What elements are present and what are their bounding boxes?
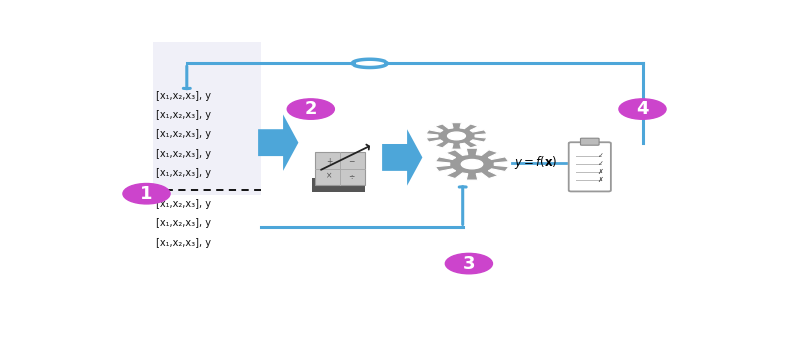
FancyBboxPatch shape xyxy=(315,153,365,185)
Text: [x₁,x₂,x₃], y: [x₁,x₂,x₃], y xyxy=(156,110,211,120)
FancyBboxPatch shape xyxy=(153,13,262,195)
Circle shape xyxy=(446,253,493,274)
Text: [x₁,x₂,x₃], y: [x₁,x₂,x₃], y xyxy=(156,168,211,178)
FancyBboxPatch shape xyxy=(312,178,365,192)
Circle shape xyxy=(619,99,666,119)
FancyBboxPatch shape xyxy=(569,142,611,192)
Circle shape xyxy=(123,184,170,204)
Text: 4: 4 xyxy=(636,100,649,118)
Circle shape xyxy=(462,159,482,169)
Polygon shape xyxy=(258,114,298,171)
Text: $y = \mathit{f}(\mathbf{x})$: $y = \mathit{f}(\mathbf{x})$ xyxy=(514,154,558,171)
Text: ✗: ✗ xyxy=(598,177,603,183)
Text: +: + xyxy=(326,157,333,166)
Text: [x₁,x₂,x₃], y: [x₁,x₂,x₃], y xyxy=(156,91,211,101)
Polygon shape xyxy=(435,148,509,180)
Text: ✓: ✓ xyxy=(598,161,603,166)
Text: −: − xyxy=(348,157,354,166)
Text: [x₁,x₂,x₃], y: [x₁,x₂,x₃], y xyxy=(156,129,211,139)
Text: 2: 2 xyxy=(305,100,317,118)
Text: [x₁,x₂,x₃], y: [x₁,x₂,x₃], y xyxy=(156,218,211,228)
Text: ✗: ✗ xyxy=(598,169,603,174)
Text: ÷: ÷ xyxy=(348,172,354,181)
Polygon shape xyxy=(382,129,422,186)
Text: [x₁,x₂,x₃], y: [x₁,x₂,x₃], y xyxy=(156,199,211,209)
Circle shape xyxy=(447,132,466,140)
Text: 3: 3 xyxy=(462,254,475,273)
Text: [x₁,x₂,x₃], y: [x₁,x₂,x₃], y xyxy=(156,149,211,159)
Text: [x₁,x₂,x₃], y: [x₁,x₂,x₃], y xyxy=(156,238,211,248)
FancyBboxPatch shape xyxy=(581,138,599,145)
Text: ×: × xyxy=(326,172,333,181)
Circle shape xyxy=(287,99,334,119)
Polygon shape xyxy=(426,122,487,149)
Text: 1: 1 xyxy=(140,185,153,203)
Text: ✓: ✓ xyxy=(598,154,603,159)
